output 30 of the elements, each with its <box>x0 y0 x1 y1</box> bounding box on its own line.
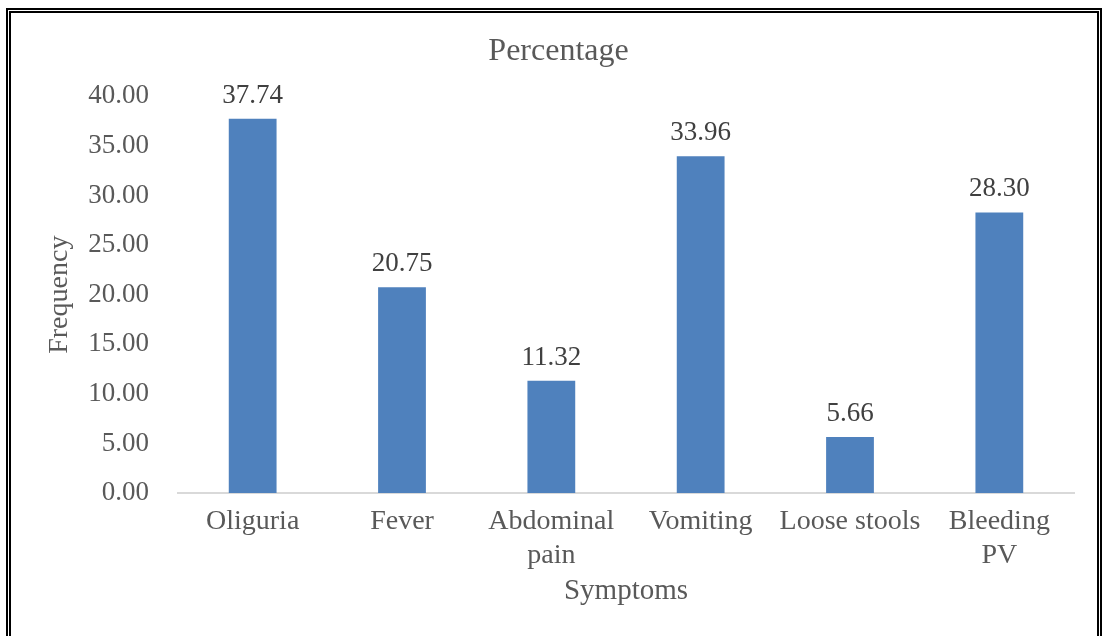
bar <box>378 287 426 493</box>
y-tick-label: 25.00 <box>88 228 149 259</box>
x-tick-label: Loose stools <box>779 504 921 536</box>
y-tick-label: 0.00 <box>101 476 149 507</box>
x-tick-label: Abdominal pain <box>488 504 615 569</box>
bar <box>676 156 725 493</box>
data-label: 33.96 <box>670 116 732 147</box>
x-tick-label: Vomiting <box>648 504 753 536</box>
y-axis-title: Frequency <box>42 235 74 354</box>
x-tick-label: Bleeding PV <box>948 504 1050 569</box>
data-label: 11.32 <box>521 340 582 371</box>
x-tick-label: Fever <box>370 504 435 536</box>
x-axis-title: Symptoms <box>563 573 689 606</box>
x-tick-label: Oliguria <box>206 504 300 536</box>
data-label: 37.74 <box>222 78 284 109</box>
bar <box>228 118 277 493</box>
data-label: 28.30 <box>968 172 1030 203</box>
y-tick-label: 15.00 <box>88 327 149 358</box>
data-label: 5.66 <box>826 396 874 427</box>
bar <box>527 380 576 493</box>
y-tick-label: 5.00 <box>101 426 149 457</box>
chart-title: Percentage <box>488 30 629 67</box>
bar <box>826 436 874 493</box>
y-tick-label: 40.00 <box>88 79 149 110</box>
data-label: 20.75 <box>371 247 433 278</box>
y-tick-label: 20.00 <box>88 277 149 308</box>
bar <box>975 212 1024 493</box>
y-tick-label: 35.00 <box>88 129 149 160</box>
y-tick-label: 30.00 <box>88 178 149 209</box>
y-tick-label: 10.00 <box>88 376 149 407</box>
